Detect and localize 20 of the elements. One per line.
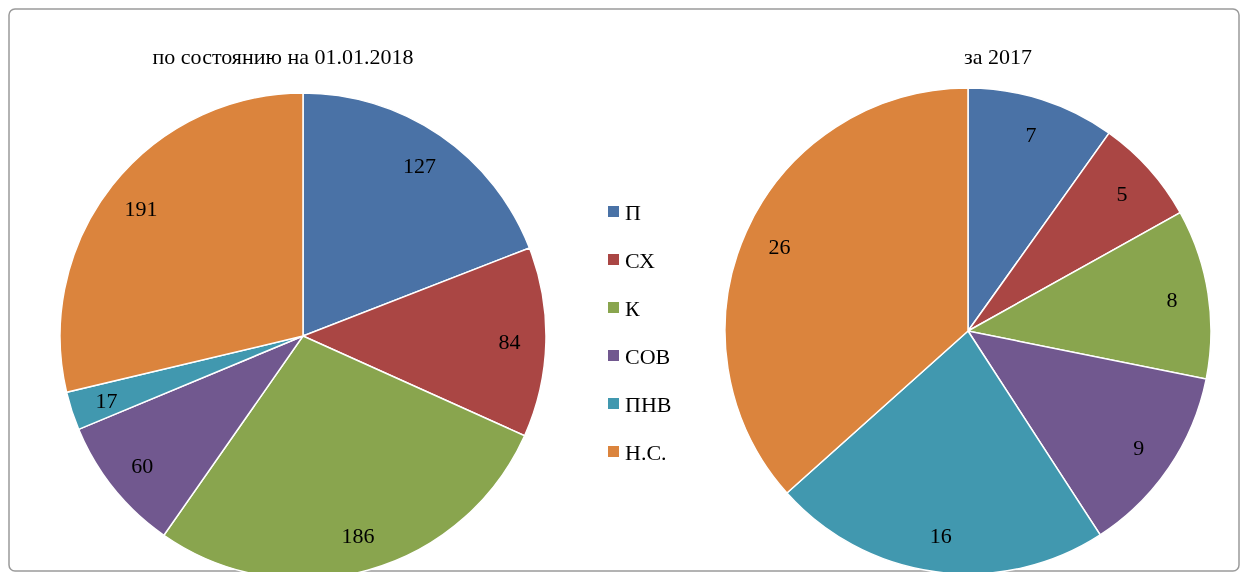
legend-label: ПНВ	[625, 391, 672, 417]
legend-label: СХ	[625, 247, 656, 273]
chart-title: за 2017	[964, 44, 1032, 69]
data-label: 127	[403, 153, 437, 179]
data-label: 8	[1166, 286, 1178, 312]
legend-label: СОВ	[625, 343, 671, 369]
data-label: 186	[341, 522, 375, 548]
data-label: 60	[131, 453, 154, 479]
data-label: 191	[124, 195, 158, 221]
chart-title: по состоянию на 01.01.2018	[152, 44, 414, 69]
legend-label: К	[625, 295, 640, 321]
data-label: 17	[95, 387, 118, 413]
legend-label: Н.С.	[625, 439, 667, 465]
data-label: 5	[1116, 180, 1128, 206]
data-label: 26	[768, 234, 791, 260]
data-label: 84	[498, 329, 521, 355]
data-label: 7	[1025, 121, 1037, 147]
legend-label: П	[625, 199, 641, 225]
data-label: 9	[1133, 434, 1145, 460]
data-label: 16	[929, 523, 952, 549]
